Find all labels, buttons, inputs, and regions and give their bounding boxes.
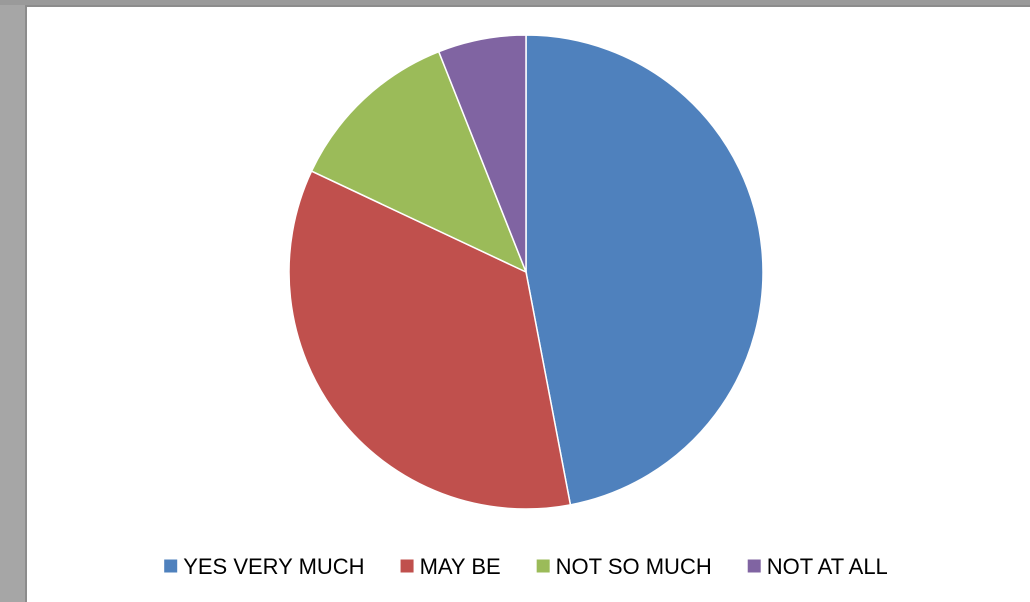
legend-label-not-so-much: NOT SO MUCH [556,554,712,579]
pie-slices [288,34,764,510]
pie-slice-yes-very-much [525,34,764,506]
pie-slice-not-at-all [437,34,527,273]
legend: YES VERY MUCH MAY BE NOT SO MUCH NOT AT ALL [164,554,888,579]
legend-label-yes-very-much: YES VERY MUCH [183,554,364,579]
legend-marker-not-at-all [747,559,761,573]
pie-slice-may-be [288,170,572,510]
legend-marker-may-be [400,559,414,573]
legend-label-not-at-all: NOT AT ALL [767,554,888,579]
legend-marker-not-so-much [536,559,550,573]
legend-label-may-be: MAY BE [420,554,501,579]
legend-marker-yes-very-much [164,559,178,573]
page-top-border [0,0,1030,5]
pie-slice-not-so-much [310,50,528,274]
